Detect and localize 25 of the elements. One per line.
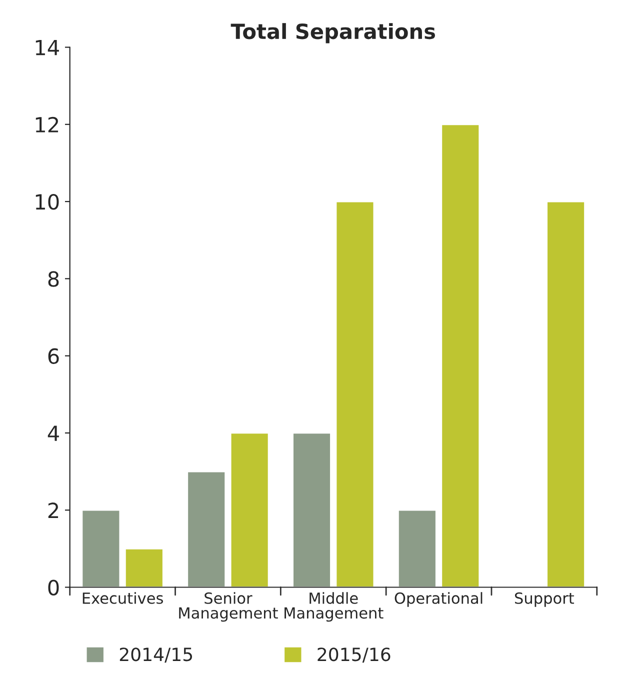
legend-label: 2014/15 [120, 648, 192, 663]
y-tick-label: 0 [48, 580, 59, 596]
bar [335, 200, 375, 588]
bar [81, 509, 121, 588]
y-tick-label: 6 [48, 348, 59, 364]
bar [230, 432, 270, 588]
y-tick-label: 12 [36, 116, 58, 132]
chart-title: Total Separations [230, 23, 436, 44]
x-tick-label: Executives [82, 592, 163, 604]
x-tick-label: Support [515, 592, 574, 607]
bar [292, 432, 332, 588]
y-tick-label: 8 [48, 271, 59, 287]
bar [440, 124, 480, 588]
y-tick-label: 14 [36, 40, 59, 56]
x-tick-label: Middle Management [284, 592, 384, 622]
bar [398, 509, 437, 588]
x-tick-label: Operational [394, 592, 482, 607]
bar [546, 200, 586, 588]
y-tick-label: 2 [48, 502, 58, 518]
bar [186, 470, 226, 588]
x-tick-label: Senior Management [179, 592, 278, 622]
bar [124, 548, 164, 588]
y-tick-label: 10 [36, 194, 59, 210]
legend-label: 2015/16 [318, 648, 390, 663]
y-tick-label: 4 [48, 426, 59, 441]
